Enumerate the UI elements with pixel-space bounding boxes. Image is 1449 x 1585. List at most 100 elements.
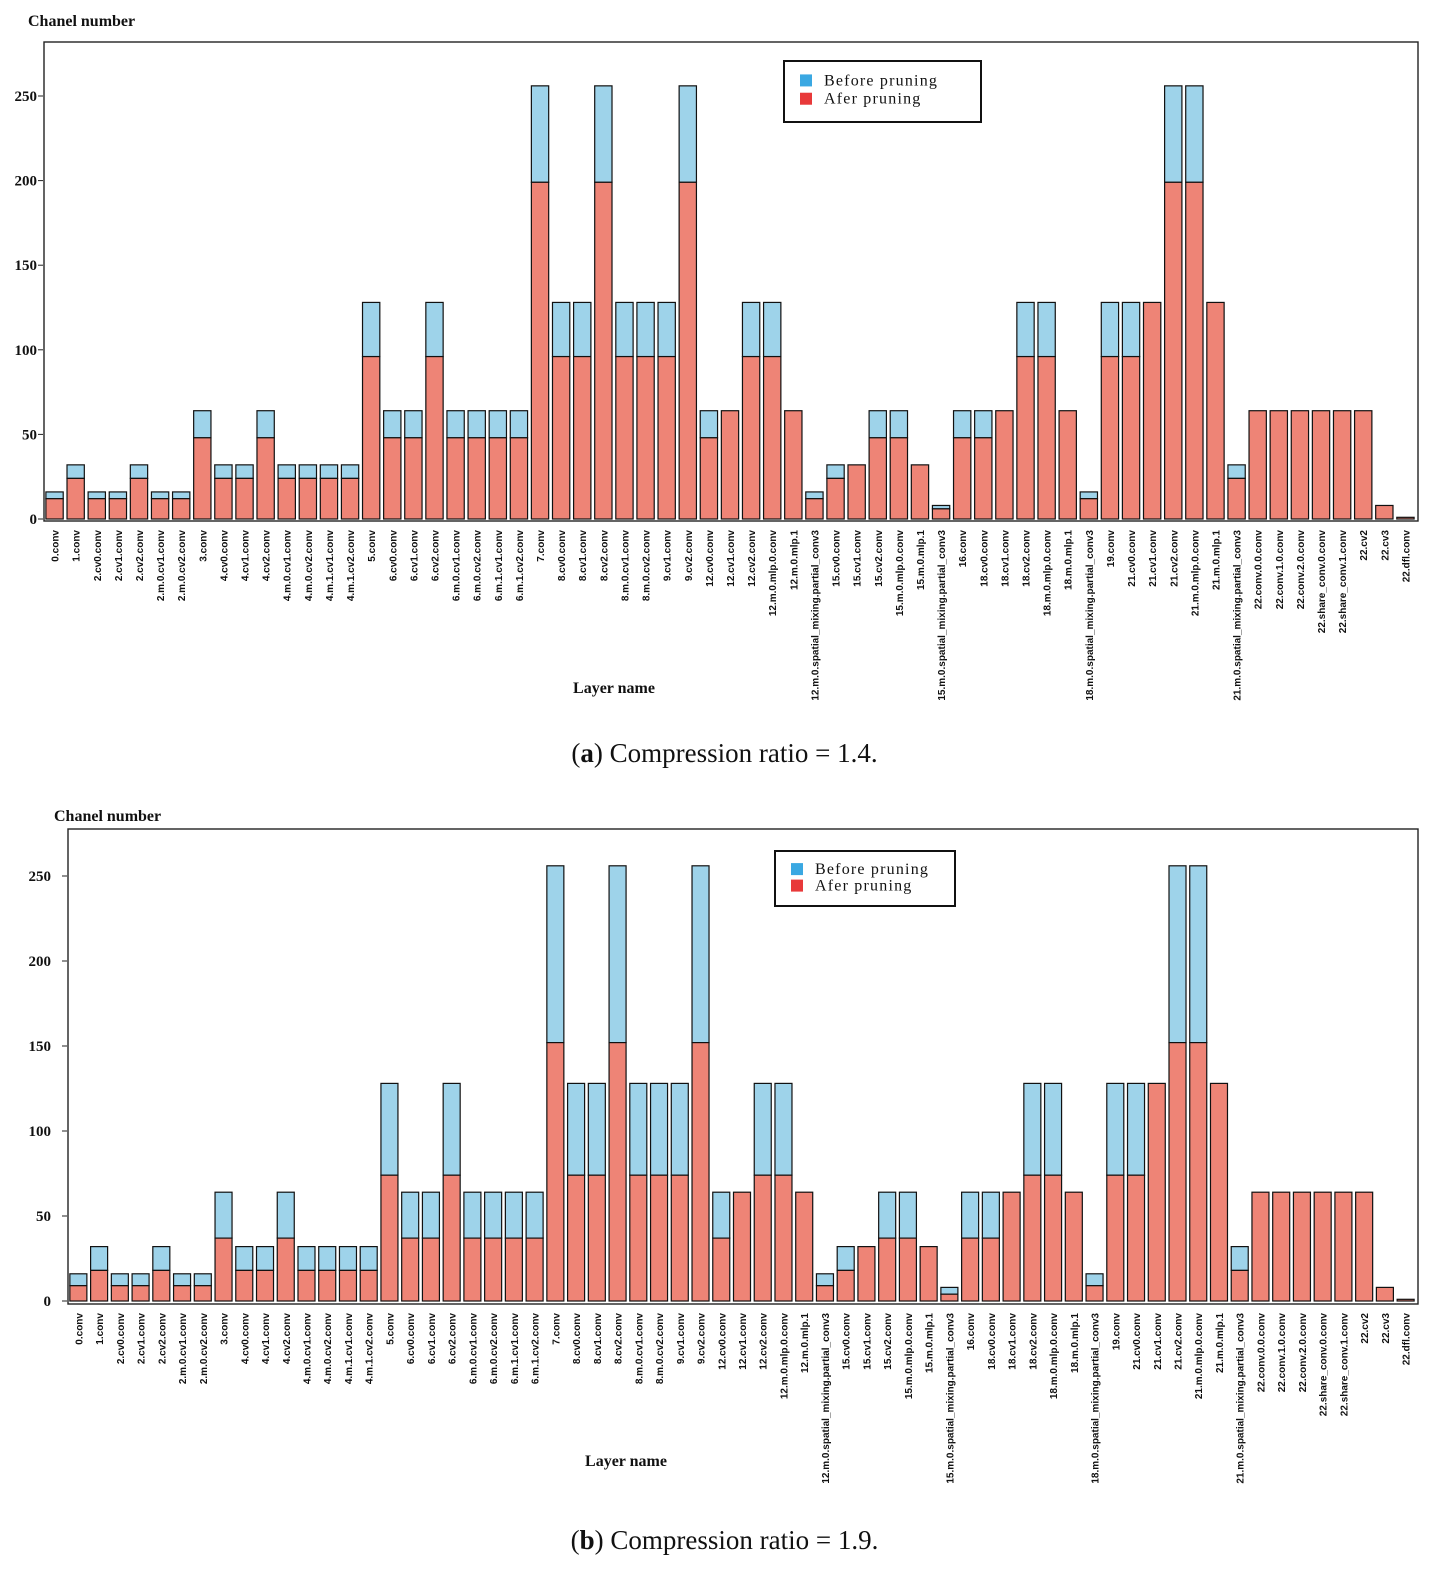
x-tick-label: 15.m.0.spatial_mixing.partial_conv3 [937, 530, 948, 701]
bar-before-pruning [509, 410, 529, 439]
x-tick-label: 4.m.0.cv2.conv [304, 530, 315, 602]
bar-before-pruning [361, 301, 381, 358]
caption-b-tag: b [579, 1525, 595, 1555]
caption-a: (a) Compression ratio = 1.4. [571, 738, 878, 768]
x-tick-label: 22.conv.0.0.conv [1256, 1313, 1267, 1393]
x-tick-label: 8.cv2.conv [599, 530, 610, 582]
bar-before-pruning [1121, 301, 1141, 358]
bar-before-pruning [256, 410, 275, 439]
x-tick-label: 2.cv2.conv [157, 1313, 168, 1365]
x-tick-label: 7.conv [551, 1313, 562, 1345]
bar-before-pruning [66, 464, 85, 479]
bar-after-pruning [1100, 355, 1120, 520]
legend-swatch-before [791, 863, 803, 876]
bar-after-pruning [805, 498, 824, 520]
bar-after-pruning [587, 1174, 606, 1302]
bar-before-pruning [69, 1273, 88, 1287]
bar-before-pruning [898, 1191, 918, 1239]
bar-before-pruning [504, 1191, 523, 1239]
bar-after-pruning [421, 1237, 441, 1302]
y-tick-label: 50 [22, 427, 37, 443]
bar-before-pruning [484, 1191, 503, 1239]
x-tick-label: 18.m.0.mlp.1 [1070, 1313, 1081, 1373]
bar-after-pruning [1227, 477, 1246, 520]
bar-after-pruning [974, 437, 993, 520]
bar-before-pruning [1189, 865, 1208, 1044]
y-tick-label: 0 [44, 1294, 52, 1310]
x-tick-label: 4.m.1.cv1.conv [344, 1313, 355, 1385]
bar-before-pruning [425, 301, 444, 358]
x-tick-label: 9.cv1.conv [663, 530, 674, 582]
bar-after-pruning [629, 1174, 648, 1302]
x-tick-label: 6.m.0.cv1.conv [452, 530, 463, 602]
x-tick-label: 3.conv [198, 530, 209, 562]
bar-before-pruning [467, 410, 486, 439]
x-tick-label: 4.cv2.conv [282, 1313, 293, 1365]
bar-after-pruning [467, 437, 486, 520]
bar-chart-b: Chanel number 0 50 100 150 200 250 0.conv 1.conv… [29, 808, 1419, 1484]
x-tick-label: 2.cv1.conv [114, 530, 125, 582]
x-tick-label: 8.m.0.cv1.conv [634, 1313, 645, 1385]
bar-before-pruning [530, 85, 550, 183]
bar-after-pruning [649, 1174, 669, 1302]
bar-after-pruning [1311, 410, 1331, 520]
bar-before-pruning [815, 1273, 835, 1287]
bar-after-pruning [889, 437, 909, 520]
bar-after-pruning [815, 1285, 835, 1302]
bar-before-pruning [340, 464, 360, 479]
bar-before-pruning [629, 1082, 648, 1176]
legend-box [783, 60, 982, 123]
bar-before-pruning [214, 1191, 233, 1239]
bar-after-pruning [952, 437, 972, 520]
x-tick-label: 12.cv0.conv [717, 1313, 728, 1370]
bar-after-pruning [235, 477, 254, 520]
bar-after-pruning [425, 355, 444, 520]
bar-before-pruning [981, 1191, 1000, 1239]
x-tick-label: 18.cv0.conv [987, 1313, 998, 1370]
bar-before-pruning [1106, 1082, 1125, 1176]
legend-swatch-after [800, 92, 812, 105]
bar-before-pruning [974, 410, 993, 439]
bar-before-pruning [131, 1273, 150, 1287]
bar-before-pruning [878, 1191, 897, 1239]
x-tick-label: 4.cv1.conv [241, 530, 252, 582]
x-tick-label: 12.cv2.conv [747, 530, 758, 587]
x-tick-label: 12.m.0.mlp.0.conv [779, 1313, 790, 1400]
x-tick-label: 22.conv.0.0.conv [1254, 530, 1265, 610]
bar-after-pruning [90, 1269, 109, 1302]
x-tick-label: 22.share_conv.0.conv [1317, 530, 1328, 634]
x-tick-label: 4.cv0.conv [219, 530, 230, 582]
x-tick-label: 18.cv1.conv [1000, 530, 1011, 587]
bar-after-pruning [732, 1191, 752, 1302]
bar-after-pruning [276, 1237, 295, 1302]
bar-before-pruning [1164, 85, 1183, 183]
bar-after-pruning [1168, 1042, 1187, 1302]
x-tick-label: 12.cv1.conv [726, 530, 737, 587]
x-tick-label: 22.cv3 [1380, 530, 1391, 561]
x-tick-label: 8.m.0.cv2.conv [655, 1313, 666, 1385]
bar-after-pruning [214, 1237, 233, 1302]
x-tick-label: 18.m.0.spatial_mixing.partial_conv3 [1085, 530, 1096, 701]
bar-after-pruning [931, 508, 951, 520]
x-tick-label: 21.cv1.conv [1148, 530, 1159, 587]
plot-frame [43, 41, 1419, 522]
x-tick-label: 15.cv2.conv [874, 530, 885, 587]
bar-after-pruning [1023, 1174, 1042, 1302]
bar-after-pruning [152, 1269, 171, 1302]
legend-label-after: Afer pruning [815, 878, 913, 895]
bar-after-pruning [484, 1237, 503, 1302]
bar-after-pruning [172, 1285, 192, 1302]
y-axis-label: Chanel number [54, 808, 161, 825]
bar-after-pruning [608, 1042, 627, 1302]
bar-before-pruning [594, 85, 613, 183]
bar-before-pruning [961, 1191, 980, 1239]
bar-after-pruning [784, 410, 803, 520]
bar-before-pruning [712, 1191, 731, 1239]
bar-after-pruning [340, 477, 360, 520]
legend-box [774, 850, 956, 907]
bar-before-pruning [572, 301, 592, 358]
bar-after-pruning [836, 1269, 855, 1302]
x-tick-label: 22.dfl.conv [1401, 530, 1412, 583]
bar-before-pruning [1168, 865, 1187, 1044]
x-tick-label: 15.cv0.conv [842, 1313, 853, 1370]
